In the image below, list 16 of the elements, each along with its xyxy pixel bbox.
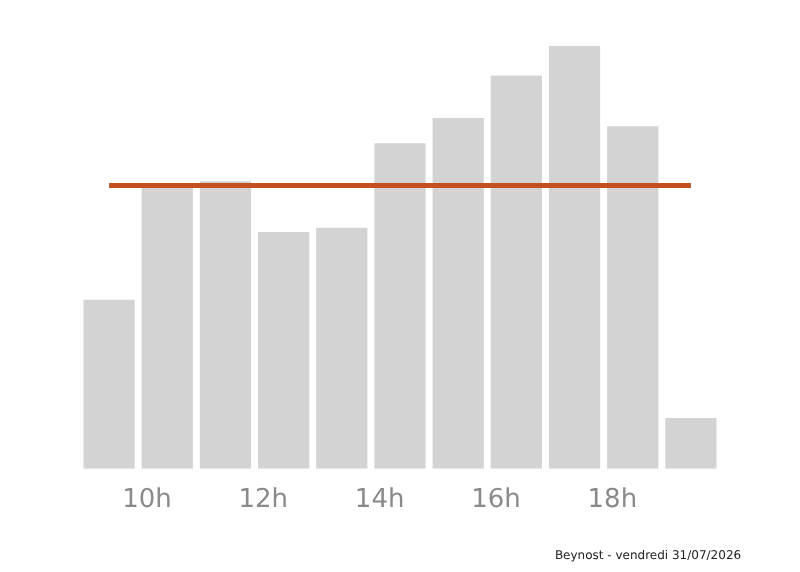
bar bbox=[665, 418, 717, 469]
bar bbox=[607, 126, 659, 469]
x-tick-label: 14h bbox=[354, 485, 405, 516]
bar bbox=[490, 75, 542, 469]
x-tick-label: 10h bbox=[122, 485, 172, 516]
bar bbox=[141, 185, 193, 469]
bar bbox=[432, 117, 484, 469]
x-tick-label: 12h bbox=[238, 485, 289, 516]
bar bbox=[316, 227, 368, 469]
bar bbox=[374, 143, 426, 469]
x-tick-label: 16h bbox=[471, 485, 521, 516]
bar bbox=[199, 181, 252, 469]
bar bbox=[548, 46, 601, 469]
bar bbox=[83, 299, 135, 469]
x-tick-label: 18h bbox=[587, 485, 638, 516]
bar bbox=[258, 232, 310, 469]
